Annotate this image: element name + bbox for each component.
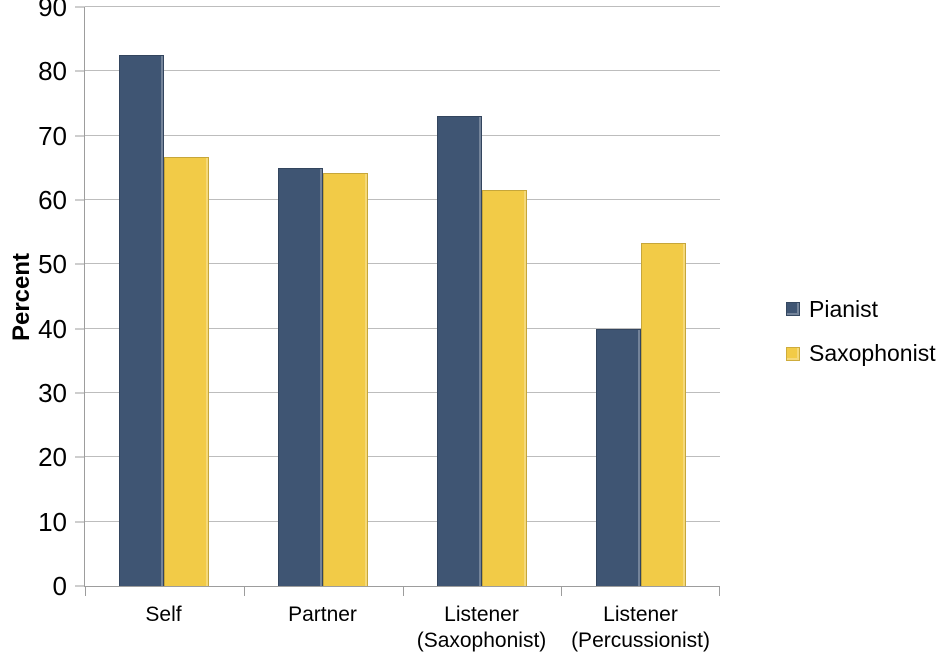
x-tick-mark-4: [719, 586, 720, 596]
y-tick-label-80: 80: [38, 56, 67, 87]
x-axis-label-partner: Partner: [288, 603, 357, 626]
gridline-10: [85, 520, 720, 522]
bar-saxophonist-listener-percussionist: [640, 243, 686, 586]
bar-pianist-listener-saxophonist: [436, 116, 482, 586]
bar-saxophonist-self: [164, 156, 210, 586]
y-tick-label-50: 50: [38, 249, 67, 280]
bar-pianist-partner: [278, 167, 324, 586]
x-tick-mark-3: [561, 586, 563, 596]
bar-pianist-listener-percussionist: [595, 328, 641, 586]
y-tick-label-90: 90: [38, 0, 67, 22]
legend-swatch-pianist: [786, 302, 800, 317]
y-tick-label-0: 0: [52, 571, 67, 601]
y-tick-label-30: 30: [38, 378, 67, 408]
bar-pianist-self: [119, 55, 165, 586]
y-tick-label-10: 10: [38, 506, 67, 537]
y-tick-mark-50: [75, 263, 85, 265]
y-tick-mark-70: [75, 135, 85, 137]
bar-group-listener-saxophonist: [403, 7, 562, 586]
bar-saxophonist-listener-saxophonist: [481, 190, 527, 586]
gridline-80: [85, 70, 720, 72]
y-tick-mark-80: [75, 70, 85, 72]
plot-area: 0 10 20 30 40 50 60 70 80 90: [38, 0, 720, 599]
x-tick-mark-1: [243, 586, 245, 596]
x-axis-label-listener-percussionist: Listener (Percussionist): [571, 603, 710, 652]
y-tick-label-60: 60: [38, 185, 67, 215]
x-tick-mark-0: [85, 586, 86, 596]
bar-group-listener-percussionist: [561, 7, 720, 586]
legend-label-pianist: Pianist: [809, 296, 879, 322]
gridline-50: [85, 263, 720, 265]
legend-item-saxophonist: Saxophonist: [786, 340, 936, 366]
y-tick-mark-30: [75, 392, 85, 394]
legend: Pianist Saxophonist: [786, 296, 936, 367]
bar-saxophonist-partner: [323, 172, 369, 586]
x-axis-label-self: Self: [145, 603, 182, 626]
y-tick-mark-0: [75, 585, 85, 587]
bar-group-self: [85, 7, 244, 586]
gridline-30: [85, 392, 720, 393]
y-tick-mark-10: [75, 521, 85, 523]
y-tick-mark-40: [75, 328, 85, 330]
gridline-90: [85, 6, 720, 7]
gridline-70: [85, 134, 720, 136]
x-axis-label-listener-saxophonist: Listener (Saxophonist): [416, 603, 547, 652]
y-tick-label-20: 20: [38, 442, 67, 473]
legend-item-pianist: Pianist: [786, 296, 936, 322]
y-tick-mark-20: [75, 456, 85, 458]
gridline-60: [85, 199, 720, 200]
legend-swatch-saxophonist: [786, 346, 800, 361]
bar-group-partner: [244, 7, 403, 586]
x-tick-mark-2: [402, 586, 404, 596]
y-tick-mark-90: [75, 6, 85, 8]
legend-label-saxophonist: Saxophonist: [809, 340, 936, 367]
gridline-40: [85, 327, 720, 329]
gridline-20: [85, 456, 720, 458]
y-tick-mark-60: [75, 199, 85, 201]
y-tick-label-40: 40: [38, 313, 67, 344]
y-tick-label-70: 70: [38, 120, 67, 151]
x-axis-labels: Self Partner Listener (Saxophonist) Listene…: [84, 602, 720, 652]
